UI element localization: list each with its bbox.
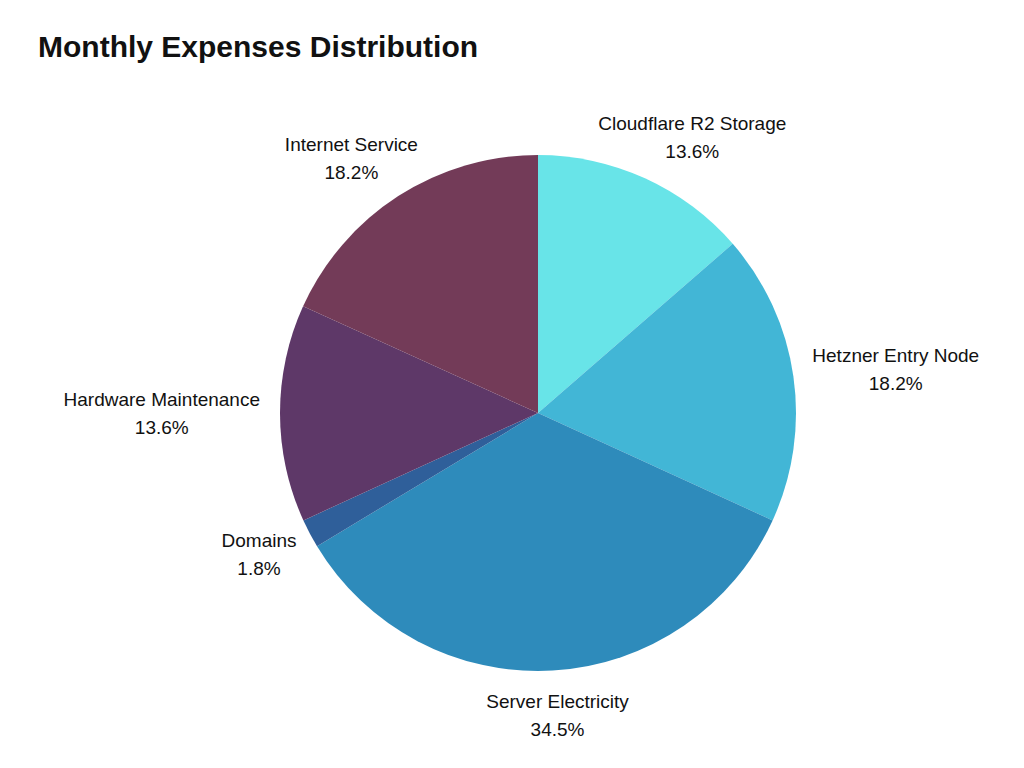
value-label: 18.2% [869,373,923,394]
value-label: 18.2% [324,162,378,183]
category-label: Domains [222,530,297,551]
slice-label: Hetzner Entry Node 18.2% [812,345,979,394]
category-label: Internet Service [285,134,418,155]
value-label: 13.6% [135,417,189,438]
slice-label: Cloudflare R2 Storage 13.6% [598,113,786,162]
category-label: Cloudflare R2 Storage [598,113,786,134]
slice-label: Hardware Maintenance 13.6% [64,389,260,438]
pie [280,155,796,671]
value-label: 13.6% [665,141,719,162]
slice-label: Internet Service 18.2% [285,134,418,183]
chart: Monthly Expenses Distribution Cloudflare … [0,0,1024,768]
value-label: 1.8% [237,558,280,579]
labels: Cloudflare R2 Storage 13.6% Hetzner Entry … [64,113,980,739]
value-label: 34.5% [531,719,585,740]
category-label: Server Electricity [486,691,629,712]
chart-title: Monthly Expenses Distribution [38,30,478,63]
category-label: Hetzner Entry Node [812,345,979,366]
slice-label: Server Electricity 34.5% [486,691,629,740]
category-label: Hardware Maintenance [64,389,260,410]
slice-label: Domains 1.8% [222,530,297,579]
pie-slice [303,155,538,413]
